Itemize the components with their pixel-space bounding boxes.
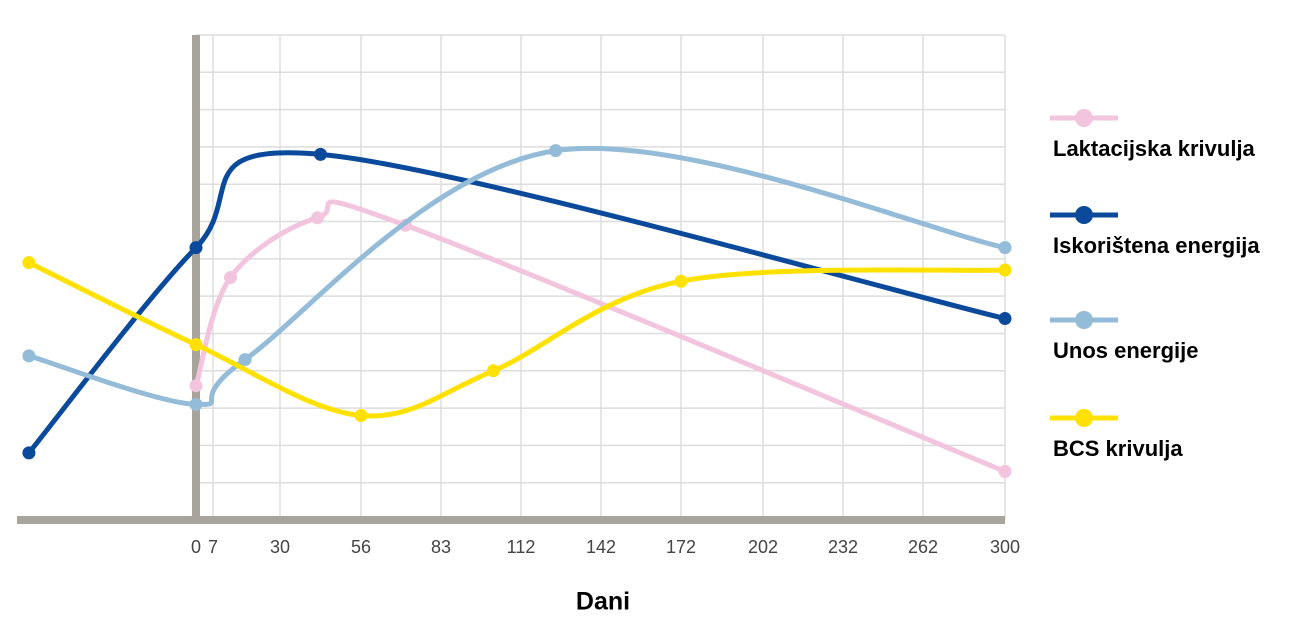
- data-point: [189, 241, 203, 255]
- data-point: [310, 211, 324, 225]
- legend-label: Iskorištena energija: [1053, 233, 1260, 258]
- legend-label: Unos energije: [1053, 338, 1198, 363]
- legend-marker: [1075, 206, 1093, 224]
- x-tick-label: 300: [990, 537, 1020, 557]
- x-tick-label: 83: [431, 537, 451, 557]
- x-axis-title: Dani: [576, 588, 630, 616]
- x-tick-label: 202: [748, 537, 778, 557]
- legend-label: BCS krivulja: [1053, 436, 1183, 461]
- data-point: [189, 338, 203, 352]
- data-point: [674, 274, 688, 288]
- series-line: [26, 150, 1008, 456]
- series-line: [26, 145, 1008, 407]
- x-tick-label: 0: [191, 537, 201, 557]
- data-point: [189, 379, 203, 393]
- x-tick-label: 232: [828, 537, 858, 557]
- legend-marker: [1075, 311, 1093, 329]
- data-point: [998, 241, 1012, 255]
- legend-label: Laktacijska krivulja: [1053, 136, 1256, 161]
- x-tick-label: 142: [586, 537, 616, 557]
- data-point: [22, 349, 36, 363]
- data-point: [238, 353, 252, 367]
- data-point: [486, 364, 500, 378]
- data-point: [998, 465, 1012, 478]
- x-tick-label: 172: [666, 537, 696, 557]
- data-point: [549, 144, 563, 158]
- x-tick-label: 262: [908, 537, 938, 557]
- data-point: [189, 397, 203, 411]
- data-point: [223, 271, 237, 284]
- x-tick-label: 112: [507, 537, 536, 557]
- data-point: [22, 256, 36, 270]
- x-tick-label: 56: [351, 537, 371, 557]
- series-line: [26, 260, 1008, 419]
- data-point: [22, 446, 36, 460]
- x-tick-label: 30: [270, 537, 290, 557]
- legend-marker: [1075, 409, 1093, 427]
- legend-marker: [1075, 109, 1093, 127]
- x-tick-label: 7: [208, 537, 218, 557]
- data-point: [998, 263, 1012, 277]
- data-point: [314, 147, 327, 161]
- data-point: [354, 409, 368, 423]
- data-point: [998, 312, 1012, 326]
